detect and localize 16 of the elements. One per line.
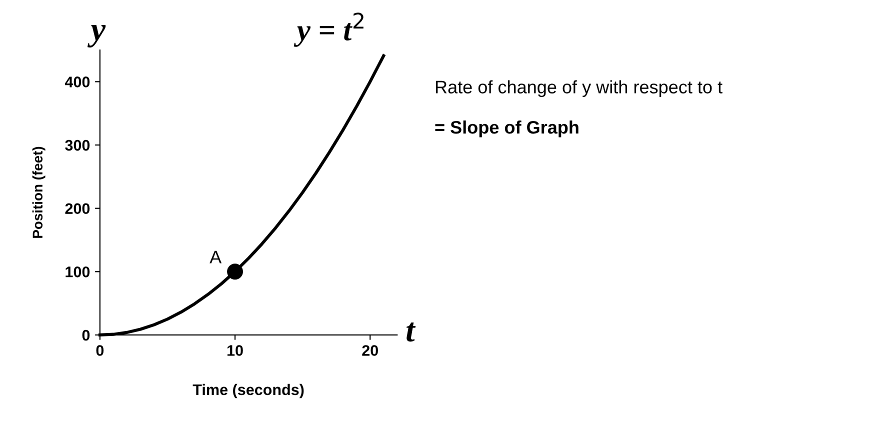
y-tick-label: 0	[82, 330, 90, 341]
y-tick-label: 200	[65, 203, 90, 214]
text: = Slope of Graph	[435, 120, 578, 138]
text: y	[87, 24, 106, 48]
x-tick-label: 0	[96, 345, 104, 356]
chart-title: y = t$^{2}$	[294, 12, 364, 47]
y-tick-label: 100	[66, 266, 90, 278]
y-tick-label: 400	[64, 76, 90, 88]
text: Rate of change of y with respect to t	[436, 80, 722, 98]
annotation: A	[210, 250, 222, 264]
x-tick-label: 20	[362, 345, 378, 356]
y-tick-label: 300	[65, 140, 90, 151]
x-axis-title: Time (seconds)	[192, 384, 304, 398]
y-axis-title: Position (feet)	[32, 146, 46, 238]
x-tick-label: 10	[227, 345, 243, 356]
text: t	[406, 322, 416, 342]
